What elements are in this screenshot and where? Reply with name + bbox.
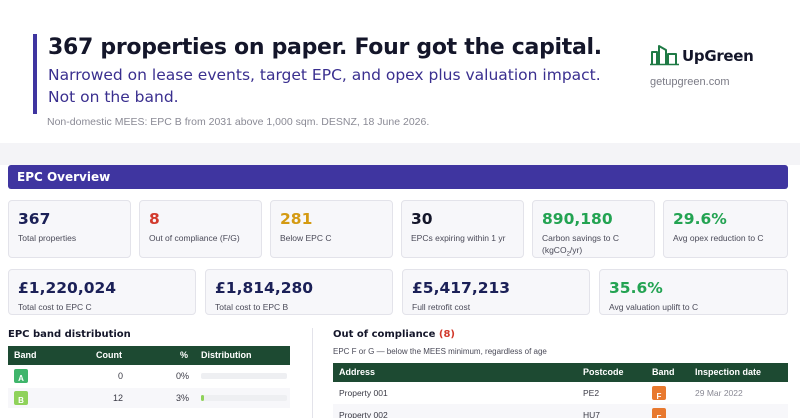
distribution-bar-fill bbox=[201, 395, 204, 401]
kpi-label: Total cost to EPC C bbox=[18, 302, 92, 312]
band-count: 0 bbox=[117, 371, 123, 381]
brand-url[interactable]: getupgreen.com bbox=[650, 76, 730, 88]
headline: 367 properties on paper. Four got the ca… bbox=[48, 35, 602, 60]
address-cell: Property 002 bbox=[339, 410, 388, 418]
distribution-title: EPC band distribution bbox=[8, 329, 131, 340]
source-note: Non-domestic MEES: EPC B from 2031 above… bbox=[47, 116, 430, 128]
kpi-value: 281 bbox=[280, 210, 313, 228]
kpi-label: Out of compliance (F/G) bbox=[149, 233, 240, 243]
kpi-value: 8 bbox=[149, 210, 160, 228]
distribution-table-header: Band Count % Distribution bbox=[8, 346, 290, 365]
kpi-label: EPCs expiring within 1 yr bbox=[411, 233, 506, 243]
kpi-full-retrofit-cost: £5,417,213 Full retrofit cost bbox=[402, 269, 590, 315]
distribution-bar bbox=[201, 373, 287, 379]
kpi-value: 35.6% bbox=[609, 279, 663, 297]
kpi-avg-opex-reduction: 29.6% Avg opex reduction to C bbox=[663, 200, 788, 258]
kpi-carbon-savings: 890,180 Carbon savings to C (kgCO2/yr) bbox=[532, 200, 655, 258]
section-divider bbox=[0, 143, 800, 165]
kpi-value: £1,220,024 bbox=[18, 279, 117, 297]
subheadline: Narrowed on lease events, target EPC, an… bbox=[48, 64, 643, 108]
col-band[interactable]: Band bbox=[652, 367, 675, 377]
date-cell: 29 Mar 2022 bbox=[695, 388, 743, 398]
col-count[interactable]: Count bbox=[96, 350, 122, 360]
kpi-total-cost-to-b: £1,814,280 Total cost to EPC B bbox=[205, 269, 393, 315]
kpi-value: £1,814,280 bbox=[215, 279, 314, 297]
kpi-value: £5,417,213 bbox=[412, 279, 511, 297]
band-count: 12 bbox=[112, 393, 123, 403]
kpi-value: 890,180 bbox=[542, 210, 613, 228]
kpi-out-of-compliance: 8 Out of compliance (F/G) bbox=[139, 200, 262, 258]
address-cell: Property 001 bbox=[339, 388, 388, 398]
postcode-cell: PE2 bbox=[583, 388, 600, 398]
page-header: 367 properties on paper. Four got the ca… bbox=[33, 34, 643, 114]
section-title: EPC Overview bbox=[17, 170, 111, 184]
kpi-label: Avg valuation uplift to C bbox=[609, 302, 699, 312]
col-pct[interactable]: % bbox=[180, 350, 189, 360]
kpi-avg-valuation-uplift: 35.6% Avg valuation uplift to C bbox=[599, 269, 788, 315]
kpi-epcs-expiring: 30 EPCs expiring within 1 yr bbox=[401, 200, 524, 258]
col-distribution[interactable]: Distribution bbox=[201, 350, 252, 360]
col-address[interactable]: Address bbox=[339, 367, 376, 377]
kpi-label: Avg opex reduction to C bbox=[673, 233, 764, 243]
kpi-label: Full retrofit cost bbox=[412, 302, 471, 312]
band-badge: F bbox=[652, 386, 666, 401]
band-pct: 0% bbox=[175, 371, 189, 381]
band-badge: A bbox=[14, 369, 28, 383]
compliance-subtitle: EPC F or G — below the MEES minimum, reg… bbox=[333, 347, 547, 356]
kpi-label: Carbon savings to C (kgCO2/yr) bbox=[542, 232, 645, 261]
compliance-title: Out of compliance (8) bbox=[333, 329, 455, 340]
kpi-value: 367 bbox=[18, 210, 51, 228]
section-header-epc-overview: EPC Overview bbox=[8, 165, 788, 189]
band-badge: F bbox=[652, 408, 666, 418]
kpi-label: Total cost to EPC B bbox=[215, 302, 289, 312]
kpi-below-epc-c: 281 Below EPC C bbox=[270, 200, 393, 258]
column-divider bbox=[312, 328, 313, 418]
compliance-table-header: Address Postcode Band Inspection date bbox=[333, 363, 788, 382]
kpi-label-line-2: (kgCO2/yr) bbox=[542, 245, 583, 258]
col-postcode[interactable]: Postcode bbox=[583, 367, 624, 377]
compliance-count: (8) bbox=[438, 329, 455, 340]
kpi-label: Below EPC C bbox=[280, 233, 332, 243]
distribution-row: B 12 3% bbox=[8, 388, 290, 408]
band-pct: 3% bbox=[175, 393, 189, 403]
brand-logo[interactable]: UpGreen bbox=[650, 40, 770, 70]
kpi-total-properties: 367 Total properties bbox=[8, 200, 131, 258]
city-buildings-icon bbox=[650, 45, 679, 66]
table-row[interactable]: Property 001 PE2 F 29 Mar 2022 bbox=[333, 382, 788, 404]
distribution-row: A 0 0% bbox=[8, 366, 290, 386]
band-badge: B bbox=[14, 391, 28, 405]
compliance-title-text: Out of compliance bbox=[333, 329, 436, 340]
subheadline-line-2: Not on the band. bbox=[48, 88, 179, 106]
col-band[interactable]: Band bbox=[14, 350, 37, 360]
distribution-bar bbox=[201, 395, 287, 401]
kpi-total-cost-to-c: £1,220,024 Total cost to EPC C bbox=[8, 269, 196, 315]
kpi-label: Total properties bbox=[18, 233, 77, 243]
table-row[interactable]: Property 002 HU7 F bbox=[333, 404, 788, 418]
kpi-label-line-1: Carbon savings to C bbox=[542, 233, 620, 243]
col-inspection-date[interactable]: Inspection date bbox=[695, 367, 762, 377]
kpi-value: 30 bbox=[411, 210, 433, 228]
subheadline-line-1: Narrowed on lease events, target EPC, an… bbox=[48, 66, 601, 84]
postcode-cell: HU7 bbox=[583, 410, 601, 418]
brand-name: UpGreen bbox=[682, 47, 754, 65]
kpi-value: 29.6% bbox=[673, 210, 727, 228]
